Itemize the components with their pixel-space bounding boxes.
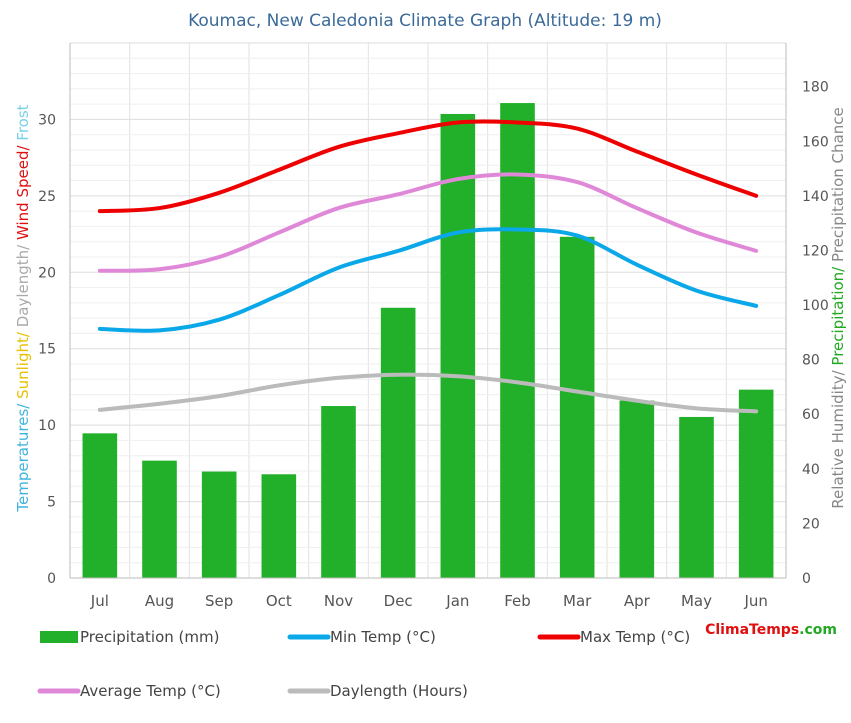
left-tick-label: 25 [38, 189, 56, 205]
watermark-part: Temps [749, 622, 799, 638]
chart-title: Koumac, New Caledonia Climate Graph (Alt… [188, 11, 662, 31]
axis-label-part: / [829, 262, 847, 272]
line-max-temp-c [97, 119, 759, 214]
legend-label: Daylength (Hours) [330, 682, 468, 700]
x-tick-label: Aug [145, 592, 174, 610]
axis-label-part: / [14, 399, 32, 409]
left-tick-label: 20 [38, 265, 56, 281]
precipitation-bar-nov [321, 406, 356, 578]
legend-item: Max Temp (°C) [537, 628, 690, 646]
axis-label-part: Precipitation [829, 272, 847, 366]
left-tick-label: 15 [38, 342, 56, 358]
right-axis-ticks: 0 20 40 60 80 100 120 140 160 180 [802, 80, 829, 587]
left-axis-ticks: 0 5 10 15 20 25 30 [38, 112, 56, 587]
axis-label-part: Wind Speed [14, 151, 32, 241]
watermark-part: .com [799, 622, 837, 638]
line-daylength-hours [97, 372, 759, 414]
left-tick-label: 30 [38, 112, 56, 128]
left-tick-label: 0 [47, 571, 56, 587]
right-tick-label: 120 [802, 243, 829, 259]
grid-lines [69, 42, 787, 579]
axis-label-part: Precipitation Chance [829, 107, 847, 262]
x-tick-label: Nov [324, 592, 353, 610]
right-tick-label: 180 [802, 80, 829, 96]
x-tick-label: Jan [445, 592, 469, 610]
precipitation-bar-sep [201, 471, 237, 578]
axis-label-part: Daylength [14, 250, 32, 327]
legend-item: Average Temp (°C) [37, 682, 221, 700]
legend-label: Max Temp (°C) [580, 628, 690, 646]
left-tick-label: 5 [47, 495, 56, 511]
right-tick-label: 0 [802, 571, 811, 587]
precipitation-bars [82, 103, 774, 578]
axis-label-part: / [14, 240, 32, 250]
precipitation-bar-oct [261, 474, 297, 578]
legend-label: Average Temp (°C) [80, 682, 221, 700]
x-tick-label: Mar [563, 592, 592, 610]
x-tick-label: Apr [624, 592, 651, 610]
x-axis-ticks: Jul Aug Sep Oct Nov Dec Jan Feb Mar Apr May Jun [90, 592, 768, 610]
right-tick-label: 140 [802, 189, 829, 205]
right-tick-label: 20 [802, 516, 820, 532]
right-tick-label: 160 [802, 134, 829, 150]
x-tick-label: Jul [90, 592, 109, 610]
legend-item: Precipitation (mm) [40, 628, 219, 646]
legend-label: Min Temp (°C) [330, 628, 436, 646]
precipitation-bar-apr [619, 400, 655, 578]
right-tick-label: 80 [802, 353, 820, 369]
precipitation-bar-jul [82, 433, 118, 578]
axis-label-part: / [14, 327, 32, 337]
left-axis-label: Temperatures/ Sunlight/ Daylength/ Wind … [14, 104, 32, 512]
precipitation-bar-jun [738, 389, 774, 578]
precipitation-bar-may [679, 416, 714, 578]
right-tick-label: 40 [802, 462, 820, 478]
right-tick-label: 100 [802, 298, 829, 314]
x-tick-label: Sep [205, 592, 233, 610]
legend: Precipitation (mm) Min Temp (°C) Max Temp … [37, 628, 690, 700]
precipitation-bar-mar [559, 236, 595, 578]
left-tick-label: 10 [38, 418, 56, 434]
x-tick-label: May [681, 592, 712, 610]
watermark: ClimaTemps.com [705, 622, 837, 638]
legend-swatch [40, 631, 78, 643]
precipitation-bar-jan [440, 113, 476, 578]
x-tick-label: Dec [384, 592, 413, 610]
x-tick-label: Jun [743, 592, 767, 610]
precipitation-bar-feb [500, 103, 535, 578]
axes [69, 43, 787, 579]
axis-label-part: Relative Humidity [829, 375, 847, 508]
line-min-temp-c [97, 227, 759, 333]
legend-label: Precipitation (mm) [80, 628, 219, 646]
series-lines [97, 119, 759, 414]
axis-label-part: Sunlight [14, 337, 32, 399]
axis-label-part: / [14, 141, 32, 151]
x-tick-label: Oct [266, 592, 292, 610]
right-tick-label: 60 [802, 407, 820, 423]
axis-label-part: Frost [14, 104, 32, 140]
x-tick-label: Feb [504, 592, 531, 610]
precipitation-bar-dec [380, 307, 416, 578]
watermark-part: Clima [705, 622, 749, 638]
axis-label-part: / [829, 366, 847, 376]
axis-label-part: Temperatures [14, 409, 32, 513]
line-average-temp-c [97, 172, 759, 273]
right-axis-label: Relative Humidity/ Precipitation/ Precip… [829, 107, 847, 508]
precipitation-bar-aug [142, 460, 177, 578]
legend-item: Min Temp (°C) [287, 628, 436, 646]
legend-item: Daylength (Hours) [287, 682, 468, 700]
